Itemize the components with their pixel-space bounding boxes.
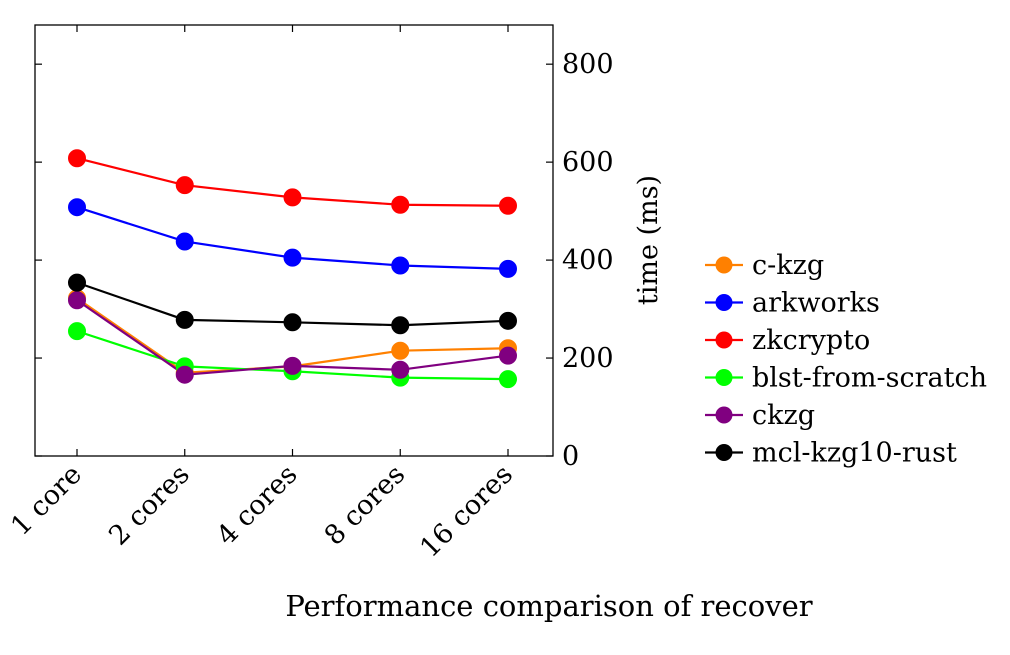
y-tick-label: 800 <box>562 49 614 80</box>
y-tick-label: 600 <box>562 147 614 178</box>
y-axis: 0 200 400 600 800 <box>35 49 614 472</box>
plot-frame <box>34 24 554 457</box>
data-point-ckzg <box>499 346 517 365</box>
data-point-mcl-kzg10-rust <box>499 311 517 330</box>
data-point-arkworks <box>499 259 517 278</box>
x-tick-label: 16 cores <box>414 459 519 564</box>
x-tick-label: 2 cores <box>103 459 196 552</box>
legend-marker-c-kzg <box>715 256 733 274</box>
legend-marker-mcl-kzg10-rust <box>715 444 733 461</box>
y-tick-label: 0 <box>562 441 579 472</box>
legend-label: arkworks <box>752 288 880 319</box>
data-point-arkworks <box>175 232 194 251</box>
data-point-arkworks <box>283 248 302 267</box>
y-tick-label: 200 <box>562 343 614 374</box>
data-point-arkworks <box>68 198 86 217</box>
data-point-zkcrypto <box>68 149 86 168</box>
data-point-blst-from-scratch <box>499 370 517 389</box>
legend-label: ckzg <box>752 400 815 431</box>
legend-label: zkcrypto <box>752 325 870 356</box>
data-point-zkcrypto <box>391 195 410 214</box>
legend-label: mcl-kzg10-rust <box>752 438 957 469</box>
x-tick-label: 4 cores <box>211 459 304 552</box>
y-axis-label: time (ms) <box>633 175 664 305</box>
data-point-zkcrypto <box>175 176 194 195</box>
x-tick-label: 8 cores <box>319 459 412 552</box>
legend-marker-ckzg <box>715 406 733 424</box>
data-point-ckzg <box>391 360 410 379</box>
data-point-mcl-kzg10-rust <box>68 273 86 292</box>
legend-label: blst-from-scratch <box>752 363 987 394</box>
data-point-mcl-kzg10-rust <box>391 316 410 335</box>
data-point-mcl-kzg10-rust <box>175 310 194 329</box>
chart-caption: Performance comparison of recover <box>285 589 812 623</box>
data-point-zkcrypto <box>283 188 302 207</box>
series-points <box>68 149 517 389</box>
data-point-blst-from-scratch <box>68 322 86 341</box>
data-point-zkcrypto <box>499 196 517 215</box>
data-point-ckzg <box>283 356 302 375</box>
legend: c-kzg arkworks zkcrypto blst-from-scratch ck… <box>705 250 987 469</box>
legend-label: c-kzg <box>752 250 824 281</box>
data-point-arkworks <box>391 256 410 275</box>
legend-marker-blst-from-scratch <box>715 369 733 386</box>
data-point-c-kzg <box>391 341 410 360</box>
legend-marker-zkcrypto <box>715 331 733 349</box>
data-point-ckzg <box>175 365 194 384</box>
data-point-ckzg <box>68 291 86 310</box>
data-point-mcl-kzg10-rust <box>283 313 302 332</box>
y-tick-label: 400 <box>562 245 614 276</box>
x-tick-label: 1 core <box>5 459 88 542</box>
legend-marker-arkworks <box>715 294 733 311</box>
